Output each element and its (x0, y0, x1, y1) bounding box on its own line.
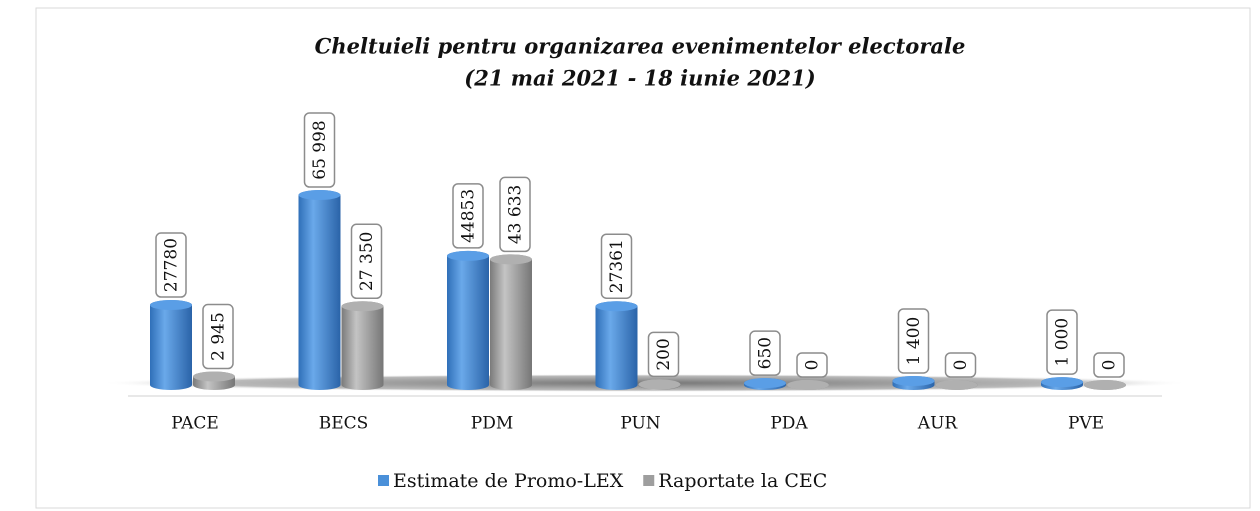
data-label-box (796, 352, 828, 378)
data-label-box (452, 183, 484, 249)
bar (595, 301, 638, 390)
data-label: 27 350 (350, 223, 383, 300)
bar-cap (744, 378, 786, 389)
data-label-box (1046, 309, 1078, 375)
chart-frame (35, 7, 1251, 509)
data-label: 200 (647, 331, 680, 378)
data-label-text: 200 (654, 338, 674, 370)
bar-cap (193, 371, 235, 382)
x-tick-label: PDM (471, 414, 513, 434)
bar (150, 300, 192, 390)
data-label-text: 43 633 (506, 185, 526, 244)
data-label: 43 633 (499, 176, 531, 253)
data-label: 0 (1093, 352, 1125, 378)
data-label: 1 000 (1046, 309, 1078, 375)
x-tick-label: PACE (171, 414, 219, 434)
bar-cap (341, 301, 384, 312)
data-label: 27780 (155, 232, 187, 298)
bar-cap (935, 380, 978, 390)
data-label-text: 650 (756, 337, 776, 369)
data-label-text: 1 400 (904, 317, 924, 366)
data-label-box (647, 331, 680, 378)
data-label: 1 400 (897, 308, 930, 374)
legend-swatch (643, 475, 655, 486)
x-tick-label: BECS (319, 414, 369, 434)
data-label-box (202, 303, 234, 370)
x-tick-label: AUR (917, 414, 959, 434)
bar-cap (638, 379, 681, 390)
chart-title: Cheltuieli pentru organizarea evenimente… (315, 34, 966, 59)
bar-cap (787, 380, 829, 390)
legend-swatch (378, 475, 389, 486)
data-label-text: 0 (1100, 360, 1120, 371)
bar-cap (298, 190, 341, 200)
data-label-box (350, 223, 383, 300)
data-label: 0 (944, 352, 977, 378)
bar-cap (490, 254, 532, 265)
data-label-text: 2 945 (209, 312, 229, 361)
data-label-box (155, 232, 187, 298)
bar-cap (595, 301, 638, 312)
data-label: 65 998 (303, 112, 336, 188)
data-label-box (749, 330, 781, 376)
chart-subtitle: (21 mai 2021 - 18 iunie 2021) (464, 66, 815, 91)
bar-cap (892, 375, 935, 386)
data-label-text: 65 998 (310, 120, 330, 179)
data-label-box (499, 176, 531, 253)
data-label-text: 0 (951, 360, 971, 371)
bar (341, 301, 384, 390)
bar-cap (150, 300, 192, 311)
data-label-box (944, 352, 977, 378)
data-label-text: 27 350 (357, 232, 377, 291)
data-label-box (897, 308, 930, 374)
data-label-text: 27780 (162, 238, 182, 292)
bar-cap (1041, 377, 1083, 388)
bar (298, 190, 341, 390)
legend-label: Estimate de Promo-LEX (393, 470, 624, 492)
data-label: 650 (749, 330, 781, 376)
x-tick-label: PVE (1068, 414, 1104, 434)
data-label-box (303, 112, 336, 188)
data-label-text: 1 000 (1053, 318, 1073, 367)
x-tick-label: PUN (620, 414, 660, 434)
bar-cap (447, 250, 489, 261)
data-label-box (1093, 352, 1125, 378)
data-label-text: 27361 (607, 239, 627, 293)
data-label: 2 945 (202, 303, 234, 370)
bar-cap (1084, 380, 1126, 390)
data-label-text: 44853 (459, 189, 479, 243)
x-tick-label: PDA (770, 414, 808, 434)
legend-label: Raportate la CEC (658, 470, 827, 492)
data-label: 44853 (452, 183, 484, 249)
data-label-text: 0 (803, 360, 823, 371)
bar (490, 254, 532, 390)
data-label-box (600, 233, 633, 299)
data-label: 27361 (600, 233, 633, 299)
bar (447, 250, 489, 390)
data-label: 0 (796, 352, 828, 378)
